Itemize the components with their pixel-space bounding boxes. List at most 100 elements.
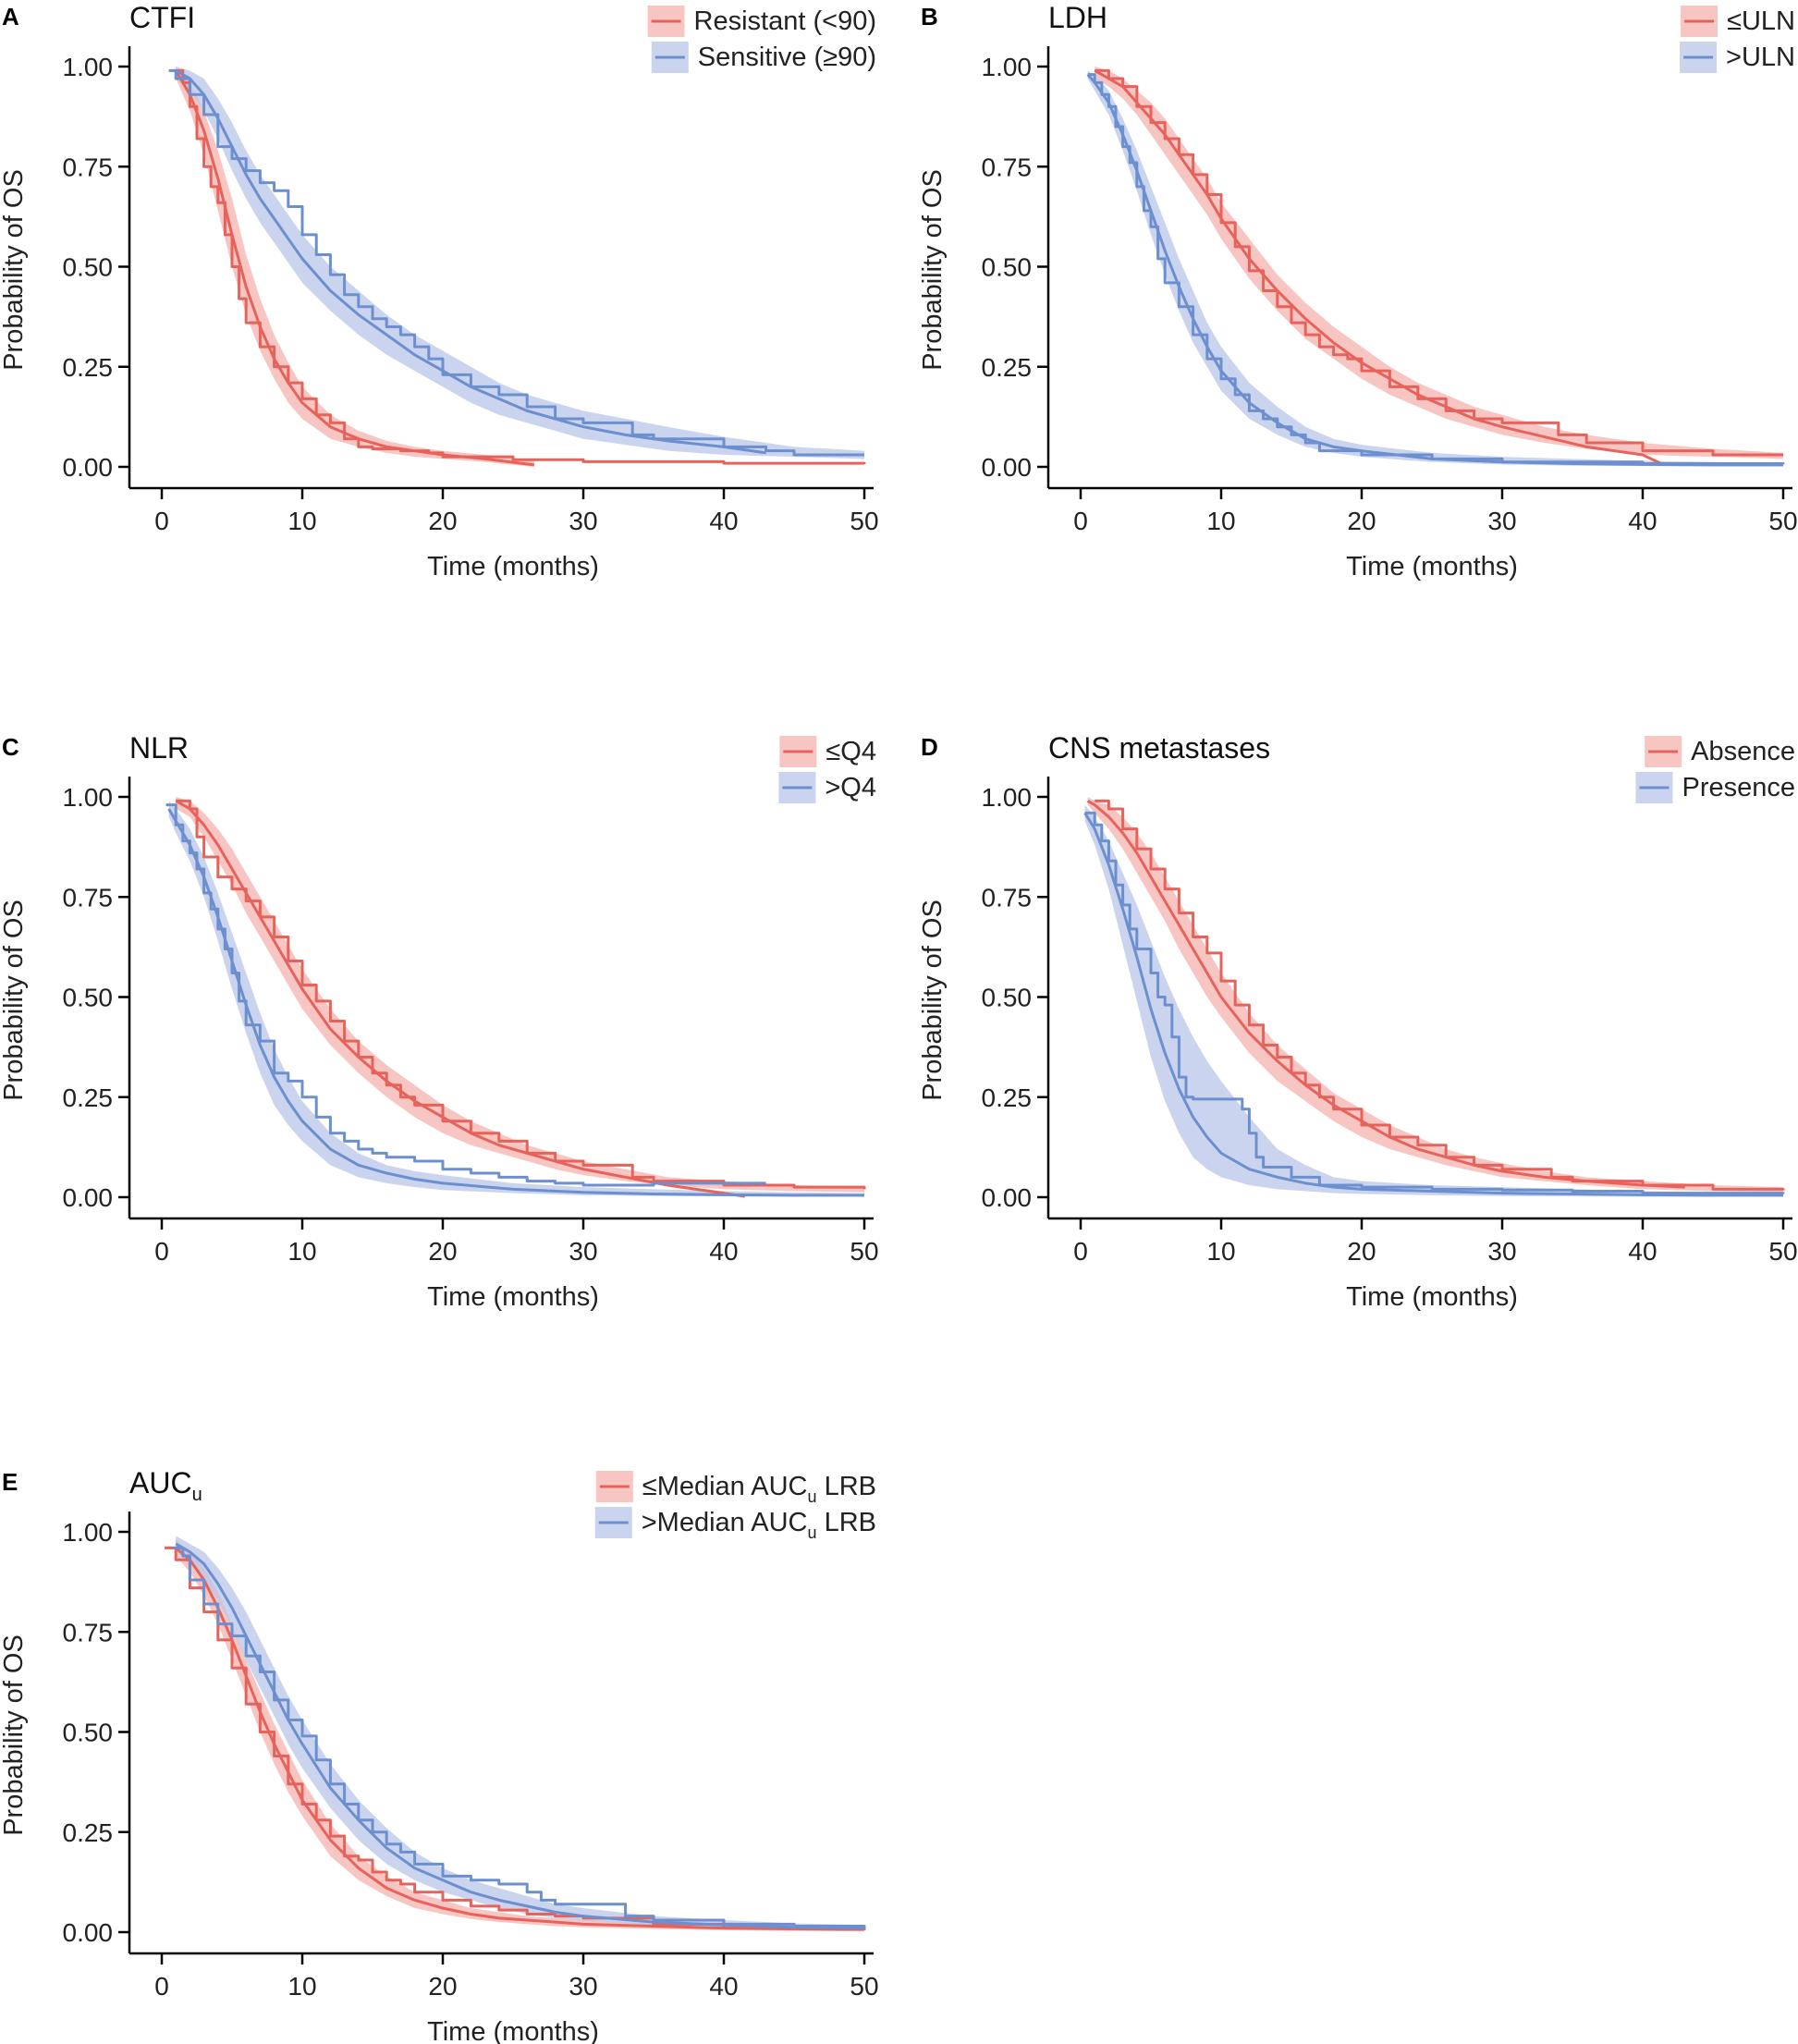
- y-tick-label: 0.50: [982, 984, 1033, 1012]
- legend-text: >Q4: [825, 773, 876, 802]
- y-tick-label: 0.25: [63, 1083, 114, 1112]
- y-tick-label: 0.75: [63, 153, 114, 181]
- x-tick-label: 20: [1347, 507, 1376, 535]
- ci-band-blue: [176, 1536, 864, 1930]
- y-tick-label: 0.50: [63, 984, 114, 1012]
- legend-text: ≤Q4: [826, 737, 876, 766]
- legend-label-blue: >Median AUCu LRB: [642, 1508, 876, 1542]
- x-tick-label: 40: [1628, 507, 1657, 535]
- legend-text: LRB: [817, 1472, 876, 1501]
- panel-letter: C: [2, 733, 19, 761]
- y-tick-label: 1.00: [63, 1518, 114, 1547]
- panel-letter: B: [921, 3, 938, 31]
- panel-title-text: NLR: [129, 731, 189, 765]
- x-axis-title: Time (months): [427, 1282, 599, 1312]
- panel-title-text: CNS metastases: [1048, 731, 1270, 765]
- y-tick-label: 0.25: [63, 1818, 114, 1847]
- panel-b: B LDH 0.00 0.25 0.50 0.75 1.00 0 10 20 30 40 50 Time …: [918, 1, 1798, 581]
- y-tick-label: 0.25: [982, 1083, 1033, 1112]
- y-tick-label: 0.75: [982, 153, 1033, 181]
- x-axis-title: Time (months): [427, 2017, 599, 2044]
- ci-band-red: [176, 67, 534, 467]
- y-tick-label: 0.50: [63, 253, 114, 282]
- predicted-curve-red: [1094, 69, 1665, 467]
- ci-band-blue: [1084, 804, 1783, 1197]
- panel-letter: A: [2, 3, 19, 31]
- x-tick-label: 10: [287, 507, 316, 535]
- y-tick-label: 0.00: [982, 1183, 1033, 1212]
- panel-d: D CNS metastases 0.00 0.25 0.50 0.75 1.00 0 10 20…: [918, 731, 1798, 1312]
- x-tick-label: 30: [1487, 1237, 1516, 1266]
- y-axis-title: Probability of OS: [0, 1634, 29, 1836]
- ci-band-blue: [168, 801, 865, 1197]
- legend-text: Resistant (<90): [694, 6, 876, 36]
- km-curve-blue: [173, 1546, 866, 1928]
- legend-label-red: Resistant (<90): [694, 6, 876, 36]
- panel-title-text: CTFI: [129, 1, 195, 34]
- y-tick-label: 1.00: [982, 783, 1033, 812]
- legend-label-blue: >ULN: [1726, 43, 1795, 72]
- panel-title-text: LDH: [1048, 1, 1107, 34]
- predicted-curve-red: [1086, 800, 1685, 1189]
- x-tick-label: 20: [428, 507, 457, 535]
- legend-text: ≤ULN: [1727, 6, 1795, 36]
- y-tick-label: 0.50: [982, 253, 1033, 282]
- x-tick-label: 10: [1206, 507, 1235, 535]
- predicted-curve-red: [174, 69, 534, 467]
- x-tick-label: 40: [709, 1237, 738, 1266]
- y-axis-title: Probability of OS: [0, 169, 29, 371]
- x-tick-label: 20: [428, 1237, 457, 1266]
- legend-label-red: Absence: [1691, 737, 1795, 766]
- x-tick-label: 50: [850, 1972, 878, 2001]
- y-tick-label: 0.75: [63, 1618, 114, 1646]
- x-tick-label: 40: [709, 1972, 738, 2001]
- x-tick-label: 0: [1073, 1237, 1088, 1266]
- legend-label-red: ≤Q4: [826, 737, 876, 766]
- x-tick-label: 0: [154, 507, 169, 535]
- x-tick-label: 40: [1628, 1237, 1657, 1266]
- panel-letter: E: [2, 1468, 18, 1496]
- predicted-curve-blue: [1086, 73, 1783, 467]
- legend-text: >ULN: [1726, 43, 1795, 72]
- legend-subscript: u: [808, 1487, 817, 1506]
- x-tick-label: 30: [569, 1972, 597, 2001]
- y-tick-label: 0.25: [982, 353, 1033, 382]
- y-tick-label: 1.00: [982, 53, 1033, 81]
- legend-label-blue: Presence: [1682, 773, 1795, 802]
- legend-text: LRB: [817, 1508, 876, 1537]
- legend-label-red: ≤ULN: [1727, 6, 1795, 36]
- x-tick-label: 50: [850, 507, 878, 535]
- x-tick-label: 0: [154, 1237, 169, 1266]
- legend-text: Absence: [1691, 737, 1795, 766]
- y-axis-title: Probability of OS: [0, 900, 29, 1101]
- x-tick-label: 10: [287, 1237, 316, 1266]
- panel-title: AUCu: [129, 1466, 202, 1505]
- y-tick-label: 0.75: [63, 883, 114, 912]
- predicted-curve-red: [175, 800, 746, 1198]
- y-tick-label: 0.00: [63, 453, 114, 482]
- x-axis-title: Time (months): [1346, 1282, 1518, 1312]
- y-tick-label: 1.00: [63, 783, 114, 812]
- y-tick-label: 0.00: [63, 1183, 114, 1212]
- x-tick-label: 20: [428, 1972, 457, 2001]
- panel-title: CTFI: [129, 1, 195, 34]
- x-tick-label: 20: [1347, 1237, 1376, 1266]
- km-curve-red: [1095, 799, 1785, 1191]
- legend-label-red: ≤Median AUCu LRB: [642, 1472, 876, 1506]
- ci-band-red: [176, 797, 864, 1193]
- panel-title-text: AUC: [129, 1466, 192, 1499]
- legend-text: ≤Median AUC: [642, 1472, 808, 1501]
- legend-text: Sensitive (≥90): [698, 43, 876, 72]
- y-tick-label: 0.75: [982, 883, 1033, 912]
- panel-title-subscript: u: [192, 1485, 202, 1505]
- x-axis-title: Time (months): [427, 552, 599, 581]
- x-tick-label: 0: [154, 1972, 169, 2001]
- y-axis-title: Probability of OS: [918, 169, 948, 371]
- panel-a: A CTFI 0.00 0.25 0.50 0.75 1.00 0 10 20 30 40 50 Time…: [0, 1, 879, 581]
- x-tick-label: 50: [1768, 507, 1797, 535]
- km-curve-red: [176, 799, 866, 1190]
- x-tick-label: 30: [569, 1237, 597, 1266]
- panel-title: CNS metastases: [1048, 731, 1270, 765]
